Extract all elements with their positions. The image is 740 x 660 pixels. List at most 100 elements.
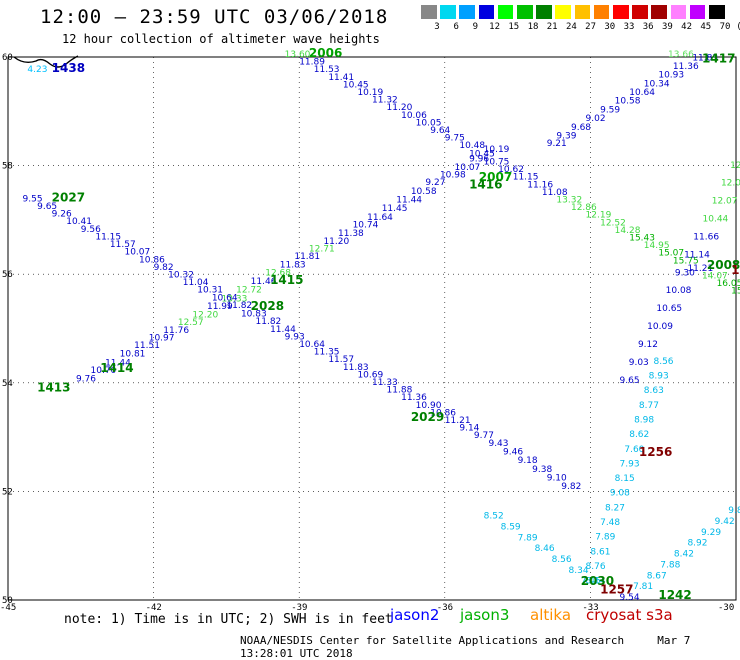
- wave-height-value: 9.27: [425, 178, 445, 188]
- track-time-label: 2029: [411, 410, 444, 424]
- wave-height-value: 8.98: [634, 415, 654, 425]
- wave-height-value: 12.72: [236, 286, 262, 296]
- track-time-label: 13.66: [668, 50, 694, 60]
- wave-height-value: 11.76: [163, 326, 189, 336]
- longitude-label: -33: [582, 603, 598, 613]
- wave-height-value: 9.82: [154, 263, 174, 273]
- wave-height-value: 7.60: [624, 445, 644, 455]
- scale-label: 24: [565, 22, 577, 32]
- wave-height-value: 11.53: [314, 65, 340, 75]
- wave-height-value: 11.83: [280, 261, 306, 271]
- latitude-label: 58: [2, 162, 13, 172]
- scale-label: 42: [681, 22, 693, 32]
- wave-height-value: 10.64: [629, 88, 655, 98]
- wave-height-value: 9.30: [675, 268, 695, 278]
- wave-height-value: 15.1: [731, 287, 740, 297]
- scale-label: 15: [508, 22, 520, 32]
- wave-height-value: 7.89: [595, 533, 615, 543]
- wave-height-value: 12.1: [730, 161, 740, 171]
- wave-height-value: 8.62: [629, 430, 649, 440]
- wave-height-value: 7.88: [660, 560, 680, 570]
- wave-height-value: 9.12: [638, 340, 658, 350]
- wave-height-value: 11.38: [338, 229, 364, 239]
- wave-height-value: 14.07: [702, 272, 728, 282]
- wave-height-value: 11.44: [105, 358, 131, 368]
- wave-height-value: 11.82: [256, 317, 282, 327]
- wave-height-value: 9.55: [23, 194, 43, 204]
- wave-height-value: 10.19: [484, 145, 510, 155]
- wave-height-value: 11.44: [396, 196, 422, 206]
- track-time-label: 2027: [52, 190, 85, 204]
- scale-swatch: [689, 5, 706, 19]
- wave-height-value: 11.46: [251, 277, 277, 287]
- scale-swatch: [670, 5, 687, 19]
- longitude-label: -45: [0, 603, 16, 613]
- wave-height-value: 9.64: [430, 126, 450, 136]
- wave-height-value: 9.65: [37, 202, 57, 212]
- wave-height-value: 11.33: [372, 378, 398, 388]
- wave-height-value: 8.63: [644, 386, 664, 396]
- wave-height-value: 14.28: [615, 226, 641, 236]
- wave-height-value: 8.27: [605, 503, 625, 513]
- wave-height-value: 8.46: [535, 544, 555, 554]
- wave-height-value: 8.61: [590, 547, 610, 557]
- wave-height-value: 8.77: [639, 401, 659, 411]
- scale-label: 70: [719, 22, 731, 32]
- wave-height-value: 16.05: [717, 279, 740, 289]
- wave-height-value: 9.08: [610, 489, 630, 499]
- wave-height-value: 10.05: [416, 118, 442, 128]
- wave-height-value: 11.83: [692, 53, 718, 63]
- wave-height-value: 9.82: [561, 482, 581, 492]
- track-time-label: 1257: [600, 582, 633, 596]
- wave-height-value: 8.42: [674, 550, 694, 560]
- scale-label: 33: [623, 22, 635, 32]
- scale-label: 39: [661, 22, 673, 32]
- track-time-label: 2030: [581, 574, 614, 588]
- wave-height-value: 9.38: [532, 465, 552, 475]
- scale-swatch: [440, 5, 456, 19]
- wave-height-value: 10.75: [484, 158, 510, 168]
- scale-label: 18: [527, 22, 539, 32]
- longitude-label: -42: [146, 603, 162, 613]
- wave-height-value: 10.81: [120, 350, 146, 360]
- wave-height-value: 10.45: [469, 149, 495, 159]
- wave-height-value: 10.34: [644, 79, 670, 89]
- wave-height-value: 10.19: [357, 88, 383, 98]
- wave-height-value: 9.39: [556, 131, 576, 141]
- wave-height-value: 10.62: [498, 165, 524, 175]
- wave-height-value: 10.48: [459, 141, 485, 151]
- latitude-label: 50: [2, 596, 13, 606]
- track-time-label: 1416: [469, 177, 502, 191]
- wave-height-value: 9.03: [629, 358, 649, 368]
- wave-height-value: 13.60: [285, 50, 311, 60]
- track-time-label: 1438: [52, 61, 85, 75]
- wave-height-value: 9.43: [488, 439, 508, 449]
- wave-height-value: 11.41: [328, 73, 354, 83]
- wave-height-value: 11.89: [299, 58, 325, 68]
- wave-height-value: 9.93: [285, 332, 305, 342]
- wave-height-value: 10.45: [343, 80, 369, 90]
- wave-height-value: 11.32: [372, 96, 398, 106]
- latitude-label: 54: [2, 379, 13, 389]
- wave-height-value: 11.21: [445, 416, 471, 426]
- wave-height-value: 9.10: [547, 474, 567, 484]
- wave-height-value: 7.81: [633, 582, 653, 592]
- wave-height-value: 11.15: [95, 232, 121, 242]
- wave-height-value: 9.42: [715, 517, 735, 527]
- track-time-label: 4.23: [27, 65, 47, 75]
- longitude-label: -36: [437, 603, 453, 613]
- wave-height-value: 10.83: [241, 310, 267, 320]
- scale-label: 27: [585, 22, 597, 32]
- coastline: [13, 55, 79, 68]
- wave-height-value: 8.34: [569, 566, 589, 576]
- wave-height-value: 11.08: [542, 188, 568, 198]
- credit-text: NOAA/NESDIS Center for Satellite Applica…: [240, 634, 625, 647]
- wave-height-value: 8.56: [552, 555, 572, 565]
- scale-swatch: [613, 5, 629, 19]
- wave-height-value: 15.75: [673, 256, 699, 266]
- scale-label: 36: [642, 22, 654, 32]
- longitude-label: -30: [718, 603, 734, 613]
- wave-height-value: 12.71: [309, 244, 335, 254]
- wave-height-value: 10.09: [647, 322, 673, 332]
